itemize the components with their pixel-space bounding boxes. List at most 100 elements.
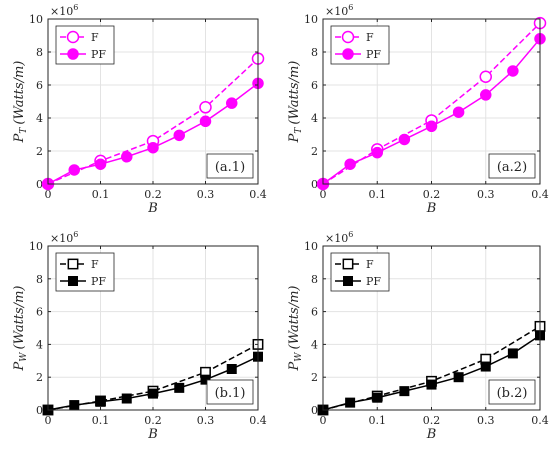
data-point (94, 158, 107, 170)
x-tick-label: 0.4 (249, 188, 267, 201)
y-tick-label: 4 (36, 338, 43, 351)
x-tick-label: 0.1 (369, 188, 387, 201)
x-axis-label: B (147, 427, 158, 442)
legend-marker (67, 48, 79, 60)
legend: F PF (55, 25, 115, 65)
y-multiplier-label: ×106 (50, 3, 78, 18)
legend-marker (68, 276, 78, 286)
y-tick-label: 4 (36, 112, 43, 125)
y-tick-label: 0 (311, 178, 318, 191)
y-axis-label-symbol: P (12, 133, 27, 143)
data-point (174, 382, 185, 393)
y-multiplier-exponent: 6 (348, 3, 353, 12)
panel-a2: 0 0.1 0.2 0.3 0.40246810×106BPT(Watts/m)FPF(… (287, 3, 549, 216)
legend-entry-pf: PF (366, 275, 381, 288)
data-point (69, 400, 80, 411)
y-tick-label: 2 (36, 145, 43, 158)
x-tick-label: 0.2 (144, 414, 162, 427)
panel-label-box (488, 153, 536, 179)
legend-entry-pf: PF (91, 48, 106, 61)
panel-b1: 0 0.1 0.2 0.3 0.40246810×106BPW(Watts/m)FPF(… (12, 230, 267, 442)
data-point (480, 89, 492, 101)
y-tick-label: 10 (304, 240, 318, 253)
data-point (226, 364, 237, 374)
legend-marker (342, 258, 354, 270)
y-axis-label-units: (Watts/m) (287, 286, 302, 350)
y-axis-label-symbol: P (287, 133, 302, 143)
legend-marker (342, 48, 354, 60)
x-tick-label: 0 (320, 414, 327, 427)
y-axis-label-symbol: P (287, 361, 302, 371)
legend-entry-pf: PF (366, 48, 381, 61)
data-point (399, 386, 410, 397)
y-axis-label: PT (Watts/m) (12, 61, 29, 144)
y-axis-label-subscript: W (294, 352, 304, 362)
data-point (121, 151, 133, 163)
legend-marker (67, 258, 79, 270)
y-axis-label-units: (Watts/m) (287, 61, 302, 125)
y-axis-label-symbol: P (12, 361, 27, 371)
data-point (371, 146, 383, 159)
y-multiplier-base: ×10 (50, 232, 73, 245)
y-tick-label: 4 (311, 112, 318, 125)
y-multiplier-base: ×10 (325, 232, 348, 245)
x-tick-label: 0.4 (531, 414, 549, 427)
legend-entry-pf: PF (91, 275, 106, 288)
data-point (121, 393, 132, 404)
panel-label-box (488, 379, 536, 405)
y-multiplier-exponent: 6 (73, 230, 78, 239)
y-tick-label: 0 (36, 178, 43, 191)
data-point (372, 392, 383, 403)
data-point (453, 372, 464, 383)
x-tick-label: 0.3 (197, 414, 215, 427)
legend-box (55, 25, 115, 65)
panel-label: (b.2) (497, 386, 528, 401)
y-axis-label: PW (Watts/m) (12, 286, 29, 372)
y-multiplier-label: ×106 (50, 230, 78, 245)
legend: F PF (330, 252, 390, 292)
data-point (173, 129, 185, 142)
panel-label-box (206, 153, 254, 179)
y-tick-label: 10 (304, 13, 318, 26)
y-tick-label: 8 (36, 273, 43, 286)
legend-entry-f: F (366, 258, 374, 271)
panel-label: (b.1) (215, 386, 246, 401)
x-tick-label: 0.4 (531, 188, 549, 201)
x-axis-label: B (426, 427, 437, 442)
y-tick-label: 2 (311, 145, 318, 158)
y-tick-label: 8 (36, 46, 43, 59)
x-tick-label: 0.1 (92, 188, 110, 201)
data-point (426, 379, 437, 390)
data-point (479, 70, 492, 83)
y-tick-label: 4 (311, 338, 318, 351)
data-point (199, 101, 212, 114)
legend-marker (343, 276, 353, 286)
y-multiplier-label: ×106 (325, 230, 353, 245)
data-point (345, 397, 356, 408)
y-tick-label: 10 (29, 240, 43, 253)
x-tick-label: 0.4 (249, 414, 267, 427)
y-tick-label: 6 (311, 306, 318, 319)
data-point (95, 396, 106, 407)
data-point (147, 141, 159, 154)
x-tick-label: 0.2 (423, 188, 441, 201)
data-point (507, 348, 518, 359)
panel-label: (a.2) (497, 160, 527, 175)
data-point (226, 97, 238, 109)
x-tick-label: 0 (45, 414, 52, 427)
y-tick-label: 2 (311, 371, 318, 384)
legend-marker (66, 30, 80, 44)
data-point (199, 115, 212, 128)
y-tick-label: 6 (311, 79, 318, 92)
x-tick-label: 0 (320, 188, 327, 201)
data-point (507, 65, 519, 77)
y-tick-label: 2 (36, 371, 43, 384)
x-tick-label: 0.2 (423, 414, 441, 427)
series-line (322, 22, 541, 185)
y-axis-label: PT (Watts/m) (287, 61, 304, 144)
legend: F PF (55, 252, 115, 292)
y-multiplier-base: ×10 (325, 5, 348, 18)
y-multiplier-label: ×106 (325, 3, 353, 18)
y-tick-label: 8 (311, 273, 318, 286)
